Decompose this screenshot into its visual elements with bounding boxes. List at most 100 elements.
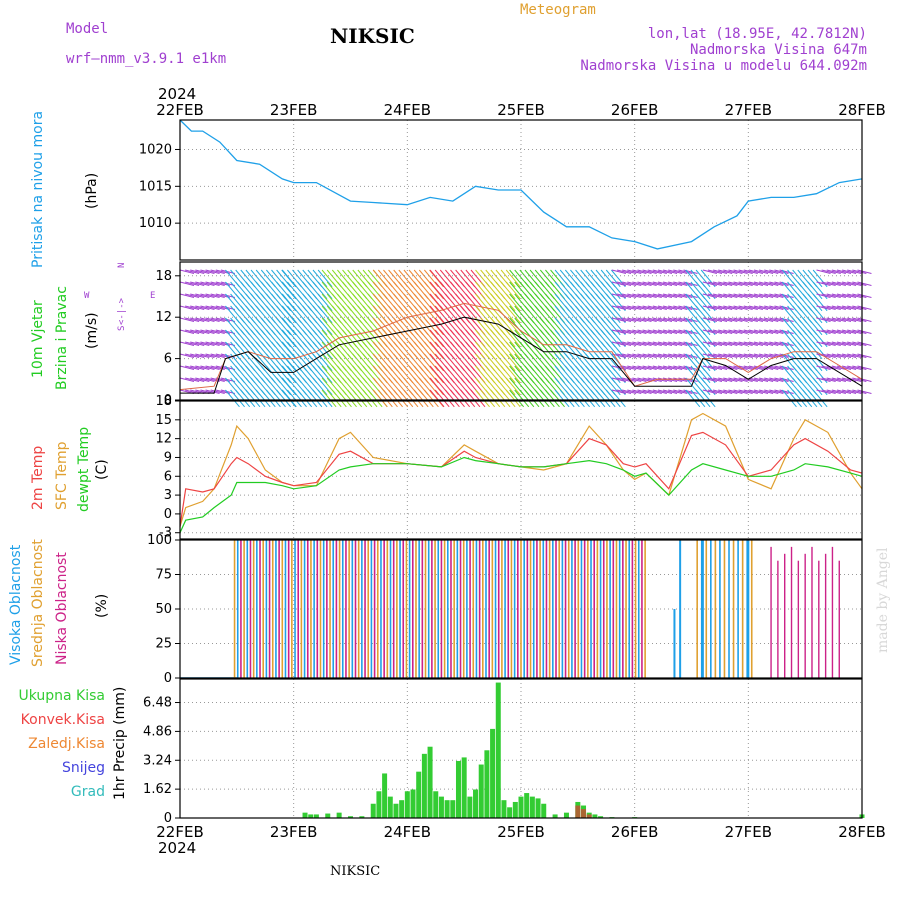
- wind-arrow: [748, 329, 764, 334]
- wind-arrow: [179, 281, 195, 286]
- y-tick-label: 12: [155, 310, 172, 325]
- wind-arrow: [807, 281, 823, 300]
- wind-arrow: [812, 389, 828, 408]
- wind-arrow: [807, 341, 823, 360]
- wind-arrow: [184, 329, 200, 334]
- precip-bar: [376, 791, 382, 818]
- wind-arrow: [831, 365, 846, 370]
- wind-arrow: [367, 389, 383, 408]
- conv-precip-bar: [581, 809, 587, 818]
- wind-arrow: [852, 353, 867, 358]
- wind-arrow: [423, 365, 439, 384]
- wind-arrow: [723, 353, 738, 358]
- wind-arrow: [611, 317, 627, 322]
- wind-arrow: [718, 281, 733, 286]
- y-tick-label: 3: [164, 488, 172, 503]
- wind-arrow: [652, 389, 667, 394]
- wind-arrow: [616, 341, 632, 346]
- wind-arrow: [852, 365, 867, 370]
- wind-arrow: [759, 365, 774, 370]
- wind-arrow: [627, 329, 642, 334]
- wind-arrow: [802, 389, 818, 408]
- wind-arrow: [821, 377, 836, 382]
- wind-arrow: [821, 317, 836, 322]
- wind-arrow: [662, 365, 678, 370]
- precip-bar: [444, 800, 450, 818]
- wind-arrow: [774, 377, 789, 382]
- wind-arrow: [276, 389, 292, 408]
- wind-arrow: [317, 281, 333, 300]
- compass-e: E: [150, 291, 155, 301]
- wind-arrow: [317, 269, 333, 288]
- wind-arrow: [769, 305, 784, 310]
- wind-arrow: [836, 293, 852, 298]
- wind-arrow: [398, 389, 414, 408]
- wind-arrow: [857, 305, 872, 310]
- wind-arrow: [774, 305, 789, 310]
- wind-arrow: [857, 329, 872, 334]
- wind-arrow: [738, 305, 753, 310]
- wind-arrow: [195, 353, 210, 358]
- wind-arrow: [695, 377, 711, 396]
- wind-arrow: [480, 389, 496, 408]
- wind-arrow: [712, 329, 728, 334]
- precip-bar: [461, 757, 467, 818]
- y-tick-label: 0: [164, 811, 172, 826]
- wind-arrow: [707, 305, 723, 310]
- wind-arrow: [210, 353, 225, 358]
- wind-arrow: [622, 269, 637, 274]
- wind-arrow: [759, 341, 774, 346]
- precip-bar: [308, 814, 314, 818]
- date-label-top: 23FEB: [270, 101, 317, 119]
- wind-arrow: [738, 377, 753, 382]
- wind-arrow: [632, 281, 647, 286]
- precip-legend: Ukupna Kisa Konvek.Kisa Zaledj.Kisa Snijeg G…: [18, 688, 105, 800]
- wind-arrow: [668, 341, 683, 346]
- date-label-bottom: 28FEB: [838, 823, 885, 841]
- wind-arrow: [712, 365, 728, 370]
- wind-arrow: [764, 365, 779, 370]
- wind-arrow: [707, 353, 723, 358]
- wind-arrow: [852, 341, 867, 346]
- wind-gust-line: [179, 302, 863, 391]
- wind-arrow: [662, 293, 678, 298]
- precip-bar: [467, 796, 473, 818]
- wind-arrow: [554, 389, 570, 408]
- compass-n: N: [117, 263, 127, 268]
- wind-arrow: [610, 389, 626, 408]
- wind-arrow: [738, 281, 753, 286]
- wind-arrow: [647, 353, 662, 358]
- precip-bar: [563, 812, 569, 818]
- wind-arrow: [852, 305, 867, 310]
- wind-arrow: [652, 365, 667, 370]
- precip-bar: [484, 750, 490, 818]
- precip-bar: [416, 771, 422, 818]
- wind-arrow: [743, 305, 758, 310]
- wind-arrow: [616, 281, 632, 286]
- wind-arrow: [642, 305, 657, 310]
- wind-arrow: [774, 317, 789, 322]
- wind-arrow: [495, 389, 511, 408]
- wind-arrow: [307, 389, 323, 408]
- wind-arrow: [622, 389, 637, 394]
- wind-arrow: [816, 317, 831, 322]
- wind-arrow: [200, 317, 215, 322]
- wind-arrow: [179, 377, 195, 382]
- wind-arrow: [723, 365, 738, 370]
- precip-bar: [336, 812, 342, 818]
- wind-arrow: [377, 389, 393, 408]
- wind-arrow: [245, 389, 261, 408]
- precip-bar: [490, 728, 496, 818]
- wind-arrow: [695, 269, 711, 288]
- wind-arrow: [831, 317, 846, 322]
- y-tick-label: 1.62: [143, 782, 172, 797]
- wind-arrow: [847, 389, 862, 394]
- wind-arrow: [657, 389, 673, 394]
- wind-arrow: [702, 377, 717, 382]
- wind-arrow: [205, 269, 220, 274]
- wind-arrow: [847, 305, 862, 310]
- wind-arrow: [733, 377, 748, 382]
- date-label-top: 26FEB: [611, 101, 658, 119]
- precip-bar: [399, 800, 405, 818]
- wind-arrow: [505, 365, 521, 384]
